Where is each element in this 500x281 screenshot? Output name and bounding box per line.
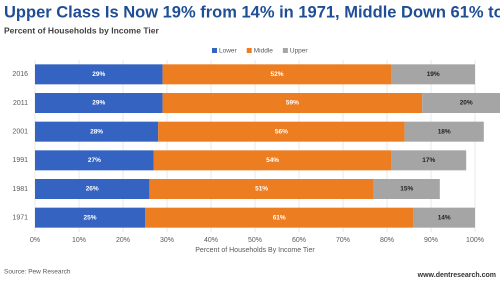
data-label: 29% — [92, 100, 105, 107]
data-label: 59% — [286, 100, 299, 107]
bar-segment — [391, 150, 467, 171]
y-tick-label: 2016 — [12, 71, 28, 78]
x-tick-label: 40% — [204, 237, 218, 244]
data-label: 51% — [255, 186, 268, 193]
legend-label: Lower — [219, 48, 238, 55]
data-label: 28% — [90, 128, 103, 135]
data-label: 20% — [460, 100, 473, 107]
data-label: 52% — [270, 71, 283, 78]
data-label: 25% — [83, 214, 96, 221]
data-label: 27% — [88, 157, 101, 164]
chart-subtitle: Percent of Households by Income Tier — [4, 25, 159, 35]
bar-segment — [158, 121, 405, 142]
x-tick-label: 50% — [248, 237, 262, 244]
legend-swatch — [282, 48, 288, 53]
data-label: 15% — [400, 186, 413, 193]
site: www.dentresearch.com — [417, 272, 496, 279]
x-tick-label: 0% — [30, 237, 40, 244]
data-label: 17% — [422, 157, 435, 164]
legend-swatch — [246, 48, 252, 53]
data-label: 56% — [275, 128, 288, 135]
legend-label: Middle — [254, 48, 274, 55]
bar-segment — [162, 93, 423, 113]
x-tick-label: 30% — [160, 237, 174, 244]
bar-segment — [153, 150, 392, 171]
data-label: 29% — [92, 71, 105, 78]
y-tick-label: 2011 — [13, 100, 28, 107]
bar-segment — [373, 179, 440, 199]
legend-swatch — [212, 48, 217, 53]
chart-title: Upper Class Is Now 19% from 14% in 1971,… — [4, 3, 500, 21]
bar-segment — [422, 93, 500, 113]
data-label: 18% — [438, 128, 451, 135]
bar-segment — [149, 179, 374, 199]
data-label: 14% — [438, 214, 451, 221]
x-tick-label: 10% — [72, 237, 86, 244]
data-label: 61% — [273, 214, 286, 221]
bar-segment — [35, 64, 163, 85]
x-tick-label: 100% — [466, 237, 484, 244]
x-axis-title: Percent of Households By Income Tier — [195, 247, 315, 254]
x-tick-label: 90% — [424, 237, 438, 244]
data-label: 19% — [427, 71, 440, 78]
bar-segment — [404, 121, 484, 142]
bar-segment — [145, 207, 414, 228]
bar-segment — [391, 64, 475, 85]
x-tick-label: 70% — [336, 237, 350, 244]
bar-segment — [35, 121, 159, 142]
bar-segment — [35, 207, 145, 228]
bar-segment — [35, 93, 163, 113]
y-tick-label: 1981 — [12, 186, 28, 193]
x-tick-label: 60% — [292, 237, 306, 244]
x-tick-label: 20% — [116, 237, 130, 244]
bar-segment — [35, 179, 150, 199]
source: Source: Pew Research — [4, 269, 71, 276]
bar-segment — [413, 207, 475, 228]
bar-segment — [35, 150, 154, 171]
bar-segment — [162, 64, 392, 85]
y-tick-label: 2001 — [12, 129, 28, 136]
data-label: 26% — [86, 186, 99, 193]
y-tick-label: 1991 — [12, 157, 28, 164]
x-tick-label: 80% — [380, 237, 394, 244]
legend-label: Upper — [290, 48, 309, 55]
y-tick-label: 1971 — [12, 215, 28, 222]
data-label: 54% — [266, 157, 279, 164]
